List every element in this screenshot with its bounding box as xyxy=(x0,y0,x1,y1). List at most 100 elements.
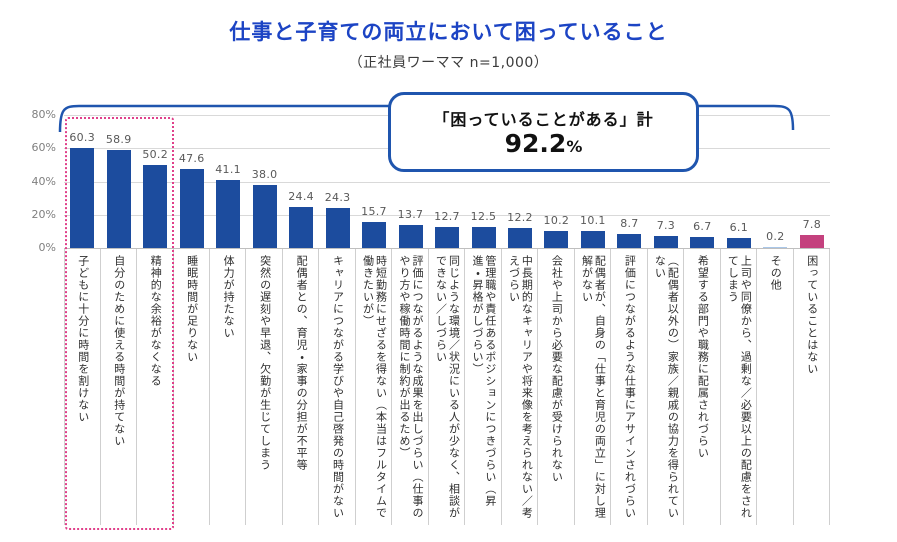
bar-value-label: 38.0 xyxy=(251,168,278,181)
bar-value-label: 50.2 xyxy=(142,148,169,161)
bar-value-label: 13.7 xyxy=(397,208,424,221)
bar xyxy=(763,247,788,248)
category-label: 上司や同僚から、過剰な／必要以上の配慮をされてしまう xyxy=(726,255,753,519)
bar xyxy=(544,231,569,248)
bar-value-label: 24.3 xyxy=(324,191,351,204)
bar xyxy=(325,208,350,248)
bar xyxy=(106,150,131,248)
category-label-cell: 自分のために使える時間が持てない xyxy=(101,249,137,525)
y-axis-tick-label: 20% xyxy=(31,207,56,221)
gridline xyxy=(64,181,830,183)
bar xyxy=(252,185,277,248)
category-label: 突然の遅刻や早退、欠勤が生じてしまう xyxy=(258,255,272,471)
bar-value-label: 12.2 xyxy=(507,211,533,224)
y-axis-tick-label: 40% xyxy=(31,174,56,188)
category-label-cell: 評価につながるような成果を出しづらい（仕事のやり方や稼働時間に制約が出るため） xyxy=(392,249,429,525)
bar xyxy=(617,234,642,248)
total-callout-value: 92.2% xyxy=(391,129,696,159)
y-axis-tick-label: 60% xyxy=(31,141,56,155)
bar xyxy=(143,165,168,248)
category-label-cell: 会社や上司から必要な配慮が受けられない xyxy=(538,249,575,525)
total-callout: 「困っていることがある」計 92.2% xyxy=(388,92,699,172)
category-label-cell: （配偶者以外の）家族／親戚の協力を得られていない xyxy=(648,249,685,525)
bar xyxy=(508,228,532,248)
category-label: 希望する部門や職務に配属されづらい xyxy=(696,255,710,459)
category-label: 時短勤務にせざるを得ない（本当はフルタイムで働きたいが） xyxy=(361,255,388,519)
category-label: 精神的な余裕がなくなる xyxy=(149,255,163,387)
category-label: 自分のために使える時間が持てない xyxy=(112,255,126,447)
total-callout-label: 「困っていることがある」計 xyxy=(433,110,654,129)
category-label: 同じような環境／状況にいる人が少なく、相談ができない／しづらい xyxy=(434,255,461,519)
category-label-cell: 評価につながるような仕事にアサインされづらい xyxy=(611,249,648,525)
category-label: 管理職や責任あるポジションにつきづらい（昇進・昇格がしづらい） xyxy=(470,255,497,507)
category-label: 困っていることはない xyxy=(805,255,819,375)
bar-value-label: 10.1 xyxy=(580,214,606,227)
bar xyxy=(398,225,423,248)
chart-subtitle: （正社員ワーママ n=1,000） xyxy=(348,55,549,71)
category-label: 会社や上司から必要な配慮が受けられない xyxy=(550,255,564,483)
bar-value-label: 8.7 xyxy=(620,217,639,230)
total-value: 92.2 xyxy=(504,129,567,158)
bar xyxy=(70,148,95,248)
category-label: 睡眠時間が足りない xyxy=(185,255,199,363)
category-label: キャリアにつながる学びや自己啓発の時間がない xyxy=(331,255,345,519)
bar-value-label: 60.3 xyxy=(69,131,96,144)
category-label: 評価につながるような成果を出しづらい（仕事のやり方や稼働時間に制約が出るため） xyxy=(398,255,425,519)
category-label-cell: 配偶者との、育児・家事の分担が不平等 xyxy=(283,249,320,525)
category-label: （配偶者以外の）家族／親戚の協力を得られていない xyxy=(653,255,680,519)
category-label-cell: 配偶者が、自身の「仕事と育児の両立」に対し理解がない xyxy=(575,249,612,525)
bar-value-label: 0.2 xyxy=(766,230,785,243)
bar-value-label: 41.1 xyxy=(215,163,241,176)
bar-value-label: 6.1 xyxy=(729,221,748,234)
bar-value-label: 12.5 xyxy=(470,210,497,223)
bar-value-label: 12.7 xyxy=(434,210,460,223)
category-label: 体力が持たない xyxy=(222,255,236,339)
gridline xyxy=(64,248,830,249)
category-label: その他 xyxy=(769,255,783,291)
bar-value-label: 47.6 xyxy=(178,152,205,165)
category-label: 中長期的なキャリアや将来像を考えられない／考えづらい xyxy=(507,255,534,519)
bar xyxy=(799,235,824,248)
category-label-cell: 上司や同僚から、過剰な／必要以上の配慮をされてしまう xyxy=(721,249,758,525)
category-label-cell: 睡眠時間が足りない xyxy=(173,249,210,525)
category-label-cell: 時短勤務にせざるを得ない（本当はフルタイムで働きたいが） xyxy=(356,249,393,525)
category-label-cell: 子どもに十分に時間を割けない xyxy=(64,249,101,525)
bar xyxy=(179,169,204,248)
bar xyxy=(471,227,496,248)
y-axis-tick-label: 80% xyxy=(31,108,56,121)
category-label-cell: 希望する部門や職務に配属されづらい xyxy=(684,249,721,525)
gridline xyxy=(64,214,830,216)
bar-value-label: 24.4 xyxy=(288,190,314,203)
bar xyxy=(580,231,605,248)
category-label-cell: 体力が持たない xyxy=(210,249,247,525)
chart-title: 仕事と子育ての両立において困っていること xyxy=(229,20,668,44)
category-label-cell: 同じような環境／状況にいる人が少なく、相談ができない／しづらい xyxy=(429,249,466,525)
bar xyxy=(216,180,241,248)
top3-highlight-box xyxy=(65,117,174,530)
total-unit: % xyxy=(566,137,583,156)
bar xyxy=(653,236,678,248)
category-label-cell: 中長期的なキャリアや将来像を考えられない／考えづらい xyxy=(502,249,539,525)
category-label-cell: その他 xyxy=(757,249,794,525)
category-label-cell: キャリアにつながる学びや自己啓発の時間がない xyxy=(319,249,356,525)
category-label-cell: 管理職や責任あるポジションにつきづらい（昇進・昇格がしづらい） xyxy=(465,249,502,525)
category-label: 配偶者との、育児・家事の分担が不平等 xyxy=(295,255,309,471)
bar-value-label: 15.7 xyxy=(361,205,387,218)
bar-value-label: 10.2 xyxy=(543,214,570,227)
category-label: 配偶者が、自身の「仕事と育児の両立」に対し理解がない xyxy=(580,255,607,519)
bar-value-label: 7.3 xyxy=(656,219,676,232)
category-label-cell: 困っていることはない xyxy=(794,249,830,525)
y-axis-tick-label: 0% xyxy=(38,241,56,254)
bar xyxy=(435,227,459,248)
bar xyxy=(690,237,715,248)
bar xyxy=(289,207,314,248)
bar xyxy=(362,222,386,248)
bar-value-label: 6.7 xyxy=(693,220,712,233)
category-label: 評価につながるような仕事にアサインされづらい xyxy=(623,255,637,519)
bar-value-label: 7.8 xyxy=(802,218,821,231)
category-label: 子どもに十分に時間を割けない xyxy=(76,255,90,423)
bar-value-label: 58.9 xyxy=(105,133,132,146)
category-label-cell: 突然の遅刻や早退、欠勤が生じてしまう xyxy=(246,249,283,525)
